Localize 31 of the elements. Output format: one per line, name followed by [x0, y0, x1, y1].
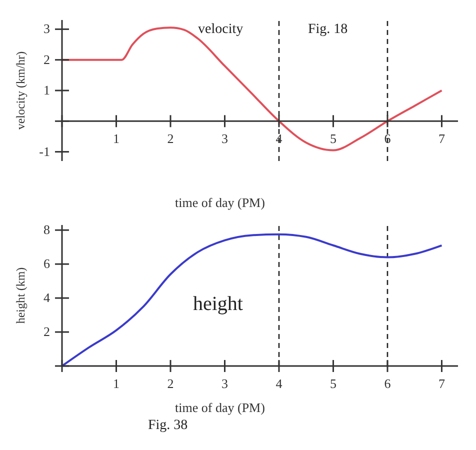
y-axis-title: height (km) [13, 267, 28, 324]
line-series [62, 233, 443, 366]
x-tick-label: 7 [438, 131, 446, 146]
y-tick-label: 1 [44, 82, 50, 98]
y-tick-label: 3 [44, 21, 50, 36]
x-tick-label: 7 [438, 376, 446, 391]
y-tick-label: 4 [44, 290, 50, 306]
x-tick-label: 4 [276, 131, 283, 146]
caption: Fig. 38 [148, 418, 188, 434]
x-tick-label: 5 [330, 376, 336, 391]
x-tick-label: 2 [167, 131, 174, 146]
series-label: height [193, 293, 243, 316]
x-tick-label: 6 [384, 131, 392, 146]
x-tick-label: 5 [330, 131, 336, 146]
y-tick-label: 2 [44, 324, 50, 340]
y-tick-label: 2 [44, 52, 50, 67]
y-tick-label: 8 [44, 222, 50, 238]
y-tick-label: -1 [39, 144, 50, 159]
series-label: velocity [198, 22, 244, 38]
x-tick-label: 4 [276, 376, 283, 391]
x-tick-label: 3 [221, 131, 228, 146]
x-axis-title: time of day (PM) [175, 400, 265, 415]
y-axis-title: velocity (km/hr) [13, 51, 28, 130]
x-tick-label: 1 [112, 131, 120, 146]
x-tick-label: 6 [384, 376, 392, 391]
x-tick-label: 3 [221, 376, 228, 391]
annotation: Fig. 18 [308, 22, 348, 38]
x-tick-label: 1 [112, 376, 120, 391]
x-tick-label: 2 [167, 376, 174, 391]
x-axis-title: time of day (PM) [175, 195, 265, 210]
y-tick-label: 6 [44, 256, 50, 272]
